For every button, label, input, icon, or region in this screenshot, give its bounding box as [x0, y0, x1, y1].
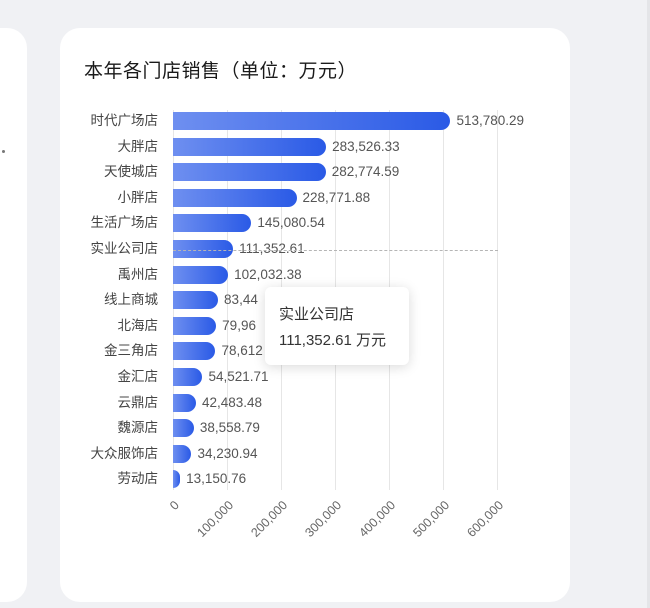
category-label: 大众服饰店 [90, 445, 159, 461]
bar[interactable] [173, 188, 297, 207]
bar-value-label: 42,483.48 [201, 394, 262, 410]
bar-value-label: 513,780.29 [456, 113, 525, 128]
bar[interactable] [173, 240, 234, 258]
category-label: 金三角店 [104, 343, 158, 359]
category-label: 天使城店 [104, 164, 158, 180]
x-axis-tick-label: 500,000 [410, 498, 452, 540]
x-axis-tick-label: 0 [167, 498, 182, 513]
dot-mark [2, 150, 5, 153]
bar-value-label: 79,96 [222, 317, 256, 333]
x-axis-tick-label: 600,000 [464, 498, 506, 540]
category-label: 魏源店 [117, 420, 159, 436]
x-axis-tick-label: 400,000 [356, 498, 398, 540]
category-label: 实业公司店 [90, 241, 159, 256]
gridline [227, 110, 228, 490]
category-label: 小胖店 [117, 189, 159, 205]
bar-value-label: 34,230.94 [197, 445, 258, 461]
category-label: 生活广场店 [90, 215, 159, 231]
tooltip-value: 111,352.61 万元 [279, 332, 387, 349]
category-label: 北海店 [117, 317, 159, 333]
bar-value-label: 54,521.71 [208, 369, 269, 384]
bar-value-label: 145,080.54 [257, 215, 325, 231]
chart-title: 本年各门店销售（单位：万元） [84, 61, 358, 82]
bar-value-label: 228,771.88 [302, 189, 371, 205]
bar-value-label: 102,032.38 [234, 266, 302, 282]
bar[interactable] [173, 163, 326, 182]
bar-value-label: 283,526.33 [332, 138, 400, 154]
x-axis-tick-label: 300,000 [302, 498, 344, 540]
bar-value-label: 13,150.76 [186, 471, 247, 487]
bar[interactable] [173, 470, 181, 489]
bar-value-label: 38,558.79 [199, 420, 260, 436]
x-axis-tick-label: 200,000 [248, 498, 290, 540]
bar[interactable] [173, 368, 203, 386]
scrollbar-edge[interactable] [647, 0, 650, 608]
category-label: 线上商城 [104, 292, 158, 308]
bar[interactable] [173, 342, 216, 361]
bar[interactable] [173, 393, 196, 412]
left-card-partial [0, 28, 27, 602]
bar-value-label: 83,44 [224, 292, 258, 308]
category-label: 大胖店 [117, 138, 159, 154]
bar-value-label: 282,774.59 [331, 164, 400, 180]
bar[interactable] [173, 316, 217, 335]
chart-tooltip: 实业公司店 111,352.61 万元 [265, 287, 409, 365]
bar-value-label: 111,352.61 [239, 241, 305, 256]
bar[interactable] [173, 112, 451, 130]
bar[interactable] [173, 291, 219, 310]
x-axis-tick-label: 100,000 [194, 498, 236, 540]
tooltip-store-name: 实业公司店 [279, 306, 355, 323]
axis-pointer-line [173, 250, 498, 251]
gridline [497, 110, 498, 490]
bar[interactable] [173, 265, 229, 284]
category-label: 禹州店 [117, 266, 159, 282]
category-label: 时代广场店 [90, 113, 159, 128]
gridline [443, 110, 444, 490]
bar[interactable] [173, 137, 327, 156]
category-label: 云鼎店 [117, 394, 159, 410]
bar[interactable] [173, 214, 252, 233]
bar[interactable] [173, 419, 194, 438]
bar-value-label: 78,612 [221, 343, 263, 359]
bar[interactable] [173, 444, 192, 463]
category-label: 劳动店 [117, 471, 159, 487]
category-label: 金汇店 [117, 369, 159, 384]
